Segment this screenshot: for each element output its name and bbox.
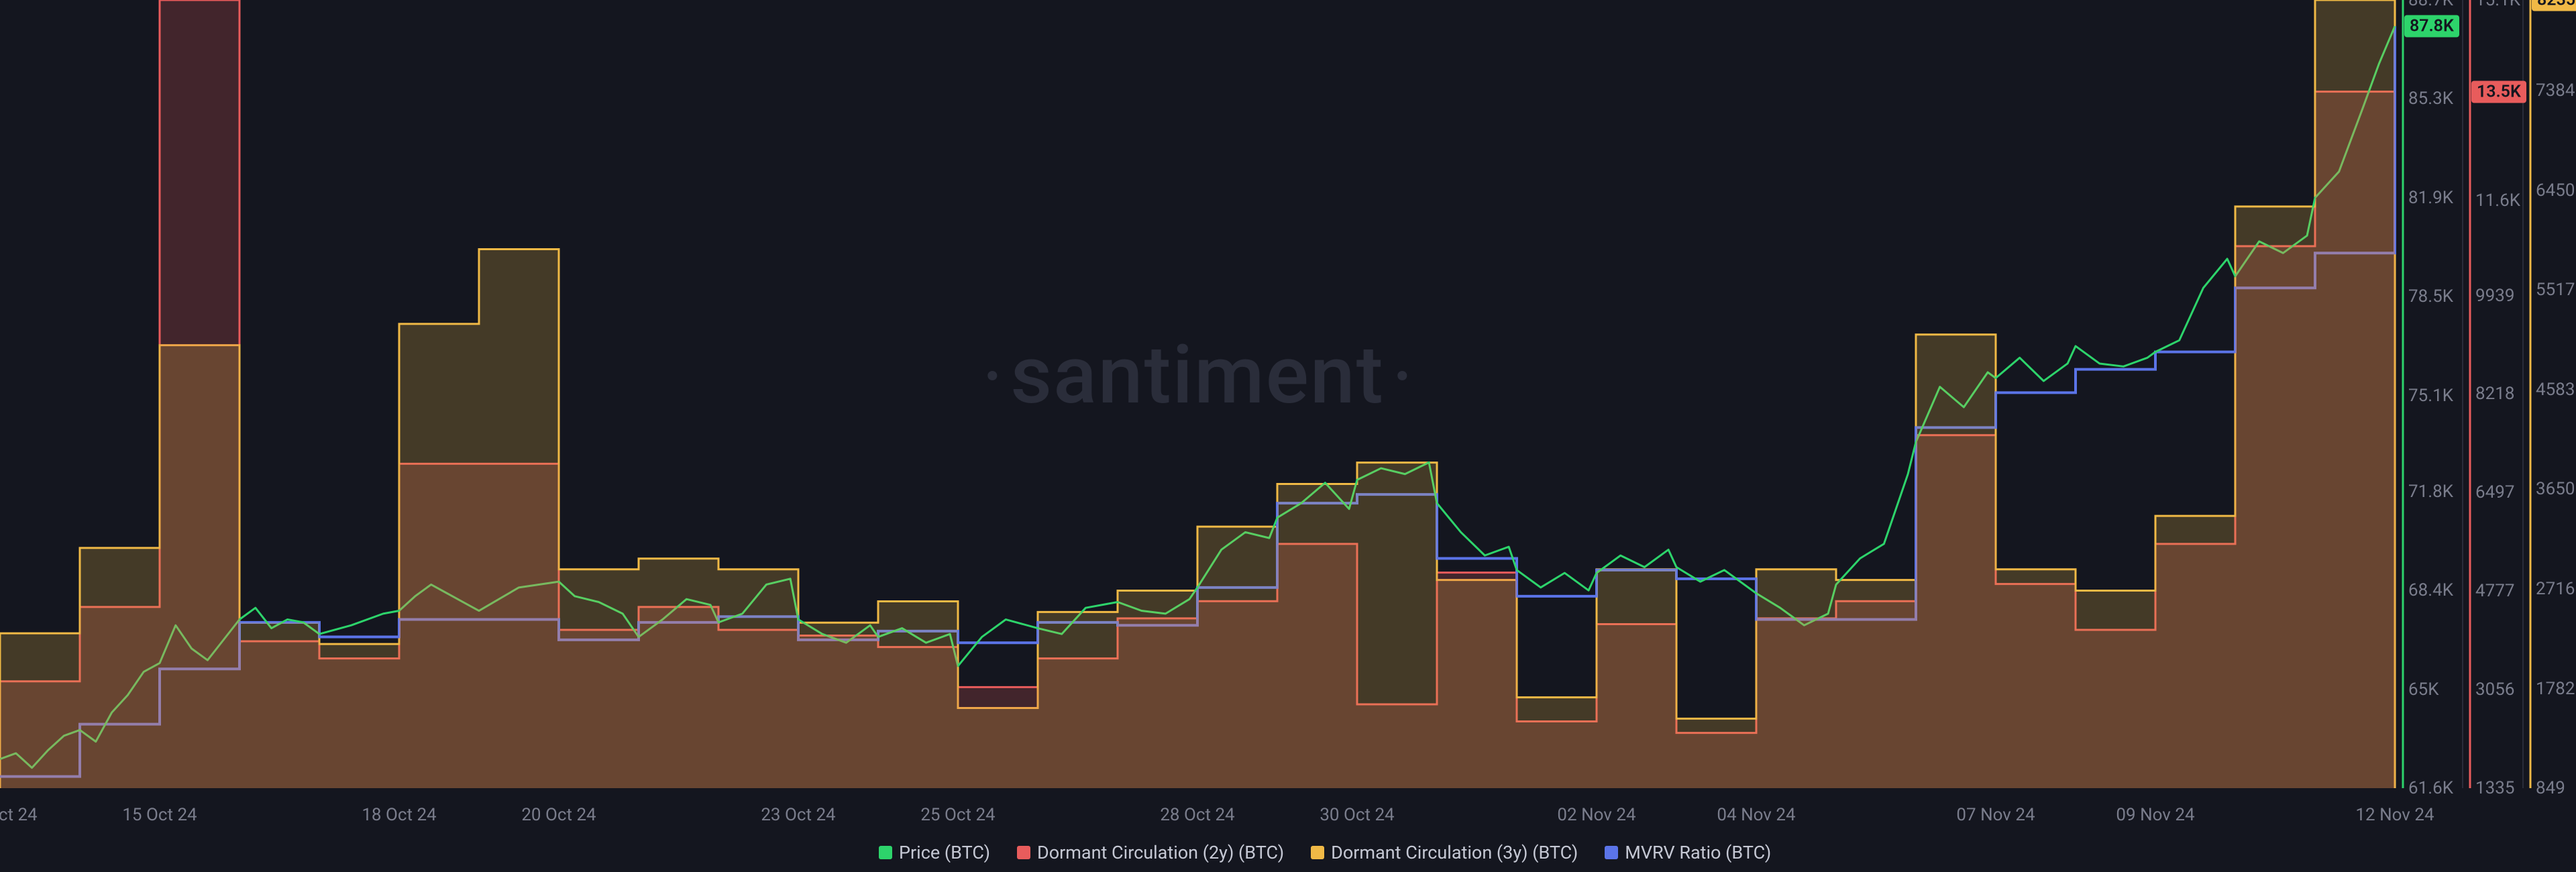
dormant-3y-bar [1038, 612, 1118, 788]
y-axis-label-dc2y: 11.6K [2475, 190, 2520, 211]
y-axis-label-dc2y: 15.1K [2475, 0, 2520, 10]
legend-label: Dormant Circulation (2y) (BTC) [1037, 842, 1284, 863]
axis-badge-price: 87.8K [2404, 15, 2459, 38]
dormant-3y-bar [239, 622, 319, 788]
dormant-3y-bar [1197, 527, 1277, 788]
y-axis-label-price: 65K [2408, 679, 2439, 700]
y-axis-label-dc2y: 8218 [2475, 384, 2514, 404]
dormant-3y-bar [878, 601, 958, 788]
x-axis-label: 04 Nov 24 [1717, 805, 1795, 825]
dormant-3y-bar [2235, 207, 2315, 788]
x-axis-label: 07 Nov 24 [1956, 805, 2035, 825]
legend-item[interactable]: Dormant Circulation (2y) (BTC) [1017, 842, 1284, 863]
x-axis-label: 20 Oct 24 [521, 805, 596, 825]
y-axis-label-dc3y: 7384 [2536, 80, 2575, 101]
axis-badge-dc3y: 8235 [2532, 0, 2576, 11]
x-axis-label: 28 Oct 24 [1160, 805, 1234, 825]
legend-item[interactable]: MVRV Ratio (BTC) [1605, 842, 1771, 863]
x-axis-label: 02 Nov 24 [1557, 805, 1635, 825]
y-axis-label-dc2y: 9939 [2475, 286, 2514, 306]
dormant-3y-bar [1437, 580, 1517, 788]
axis-separator [2462, 0, 2463, 788]
y-axis-label-price: 75.1K [2408, 386, 2453, 406]
x-axis-label: 13 Oct 24 [0, 805, 38, 825]
dormant-3y-bar [1118, 591, 1197, 788]
dormant-3y-bar [80, 548, 160, 788]
y-axis-label-price: 81.9K [2408, 188, 2453, 208]
x-axis-label: 09 Nov 24 [2116, 805, 2194, 825]
legend-label: Price (BTC) [899, 842, 990, 863]
y-axis-label-price: 85.3K [2408, 89, 2453, 109]
x-axis-label: 23 Oct 24 [761, 805, 835, 825]
y-axis-label-dc2y: 4777 [2475, 581, 2514, 601]
axis-separator [2522, 0, 2524, 788]
y-axis-label-dc2y: 1335 [2475, 778, 2514, 798]
legend-swatch [1605, 846, 1618, 859]
y-axis-label-dc3y: 6450 [2536, 180, 2575, 201]
legend-swatch [1017, 846, 1030, 859]
dormant-3y-bar [2315, 0, 2395, 788]
dormant-3y-bar [958, 708, 1038, 788]
dormant-3y-bar [2076, 591, 2155, 788]
y-axis-label-dc3y: 3650 [2536, 479, 2575, 499]
axis-separator [2395, 0, 2396, 788]
y-axis-label-dc2y: 3056 [2475, 679, 2514, 700]
dormant-3y-bar [1996, 569, 2076, 788]
dormant-3y-bar [1597, 569, 1676, 788]
chart-container: santiment13 Oct 2415 Oct 2418 Oct 2420 O… [0, 0, 2576, 872]
dormant-3y-bar [399, 324, 479, 788]
dormant-3y-bar [718, 569, 798, 788]
y-axis-label-dc3y: 1782 [2536, 679, 2575, 699]
y-axis-label-dc3y: 2716 [2536, 579, 2575, 599]
dormant-3y-bar [479, 249, 559, 788]
y-axis-label-price: 78.5K [2408, 286, 2453, 307]
legend-label: Dormant Circulation (3y) (BTC) [1331, 842, 1578, 863]
dormant-3y-bar [1756, 569, 1836, 788]
legend-label: MVRV Ratio (BTC) [1625, 842, 1771, 863]
dormant-3y-bar [1517, 698, 1597, 788]
y-axis-label-dc3y: 849 [2536, 778, 2565, 798]
x-axis-label: 18 Oct 24 [362, 805, 436, 825]
x-axis-label: 12 Nov 24 [2355, 805, 2434, 825]
dormant-3y-bar [1357, 463, 1437, 788]
y-axis-label-price: 71.8K [2408, 482, 2453, 502]
dormant-3y-bar [1676, 718, 1756, 788]
dormant-3y-bar [1916, 335, 1996, 788]
dormant-3y-bar [798, 622, 878, 788]
dormant-3y-bar [160, 345, 239, 788]
dormant-3y-bar [0, 633, 80, 788]
y-axis-label-dc3y: 5517 [2536, 280, 2575, 300]
y-axis-label-price: 88.7K [2408, 0, 2453, 10]
dormant-3y-bar [319, 644, 399, 788]
y-axis-label-price: 68.4K [2408, 580, 2453, 600]
legend-item[interactable]: Dormant Circulation (3y) (BTC) [1311, 842, 1578, 863]
dormant-3y-bar [2155, 516, 2235, 788]
axis-badge-dc2y: 13.5K [2471, 80, 2526, 103]
dormant-3y-bar [559, 569, 639, 788]
dormant-3y-bar [1277, 484, 1357, 788]
y-axis-label-dc2y: 6497 [2475, 482, 2514, 502]
x-axis-label: 30 Oct 24 [1320, 805, 1394, 825]
legend-item[interactable]: Price (BTC) [879, 842, 990, 863]
y-axis-label-dc3y: 4583 [2536, 380, 2575, 400]
y-axis-label-price: 61.6K [2408, 778, 2453, 798]
dormant-3y-bar [639, 559, 718, 788]
legend-swatch [879, 846, 892, 859]
legend-swatch [1311, 846, 1324, 859]
x-axis-label: 15 Oct 24 [122, 805, 197, 825]
x-axis-label: 25 Oct 24 [920, 805, 995, 825]
legend: Price (BTC) Dormant Circulation (2y) (BTC… [879, 842, 1771, 863]
dormant-3y-bar [1836, 580, 1916, 788]
